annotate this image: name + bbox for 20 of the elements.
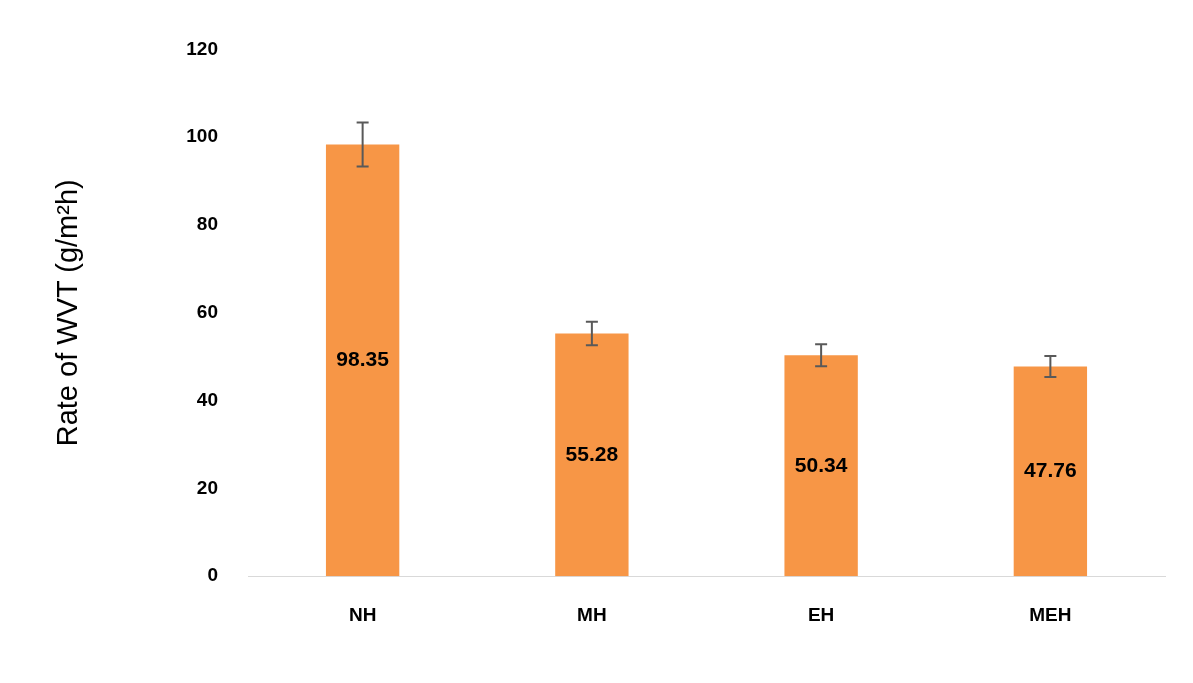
data-label: 98.35 bbox=[336, 347, 390, 371]
y-tick-label: 80 bbox=[196, 213, 218, 235]
y-tick-label: 0 bbox=[207, 564, 218, 586]
x-tick-label: MH bbox=[577, 603, 607, 625]
data-label: 50.34 bbox=[794, 452, 848, 476]
y-tick-label: 40 bbox=[196, 388, 218, 410]
data-label: 47.76 bbox=[1024, 458, 1077, 482]
x-tick-label: NH bbox=[348, 603, 377, 625]
bar bbox=[325, 144, 400, 577]
y-axis-title: Rate of WVT (g/m²h) bbox=[51, 179, 84, 447]
y-tick-label: 120 bbox=[186, 37, 218, 59]
bar bbox=[555, 333, 629, 577]
bar bbox=[1013, 366, 1088, 577]
data-label: 55.28 bbox=[565, 441, 619, 465]
y-tick-label: 100 bbox=[186, 125, 218, 147]
x-tick-label: MEH bbox=[1029, 603, 1072, 625]
y-tick-label: 60 bbox=[196, 301, 218, 323]
y-tick-label: 20 bbox=[196, 476, 218, 498]
x-tick-label: EH bbox=[807, 603, 835, 625]
bar bbox=[784, 355, 858, 577]
